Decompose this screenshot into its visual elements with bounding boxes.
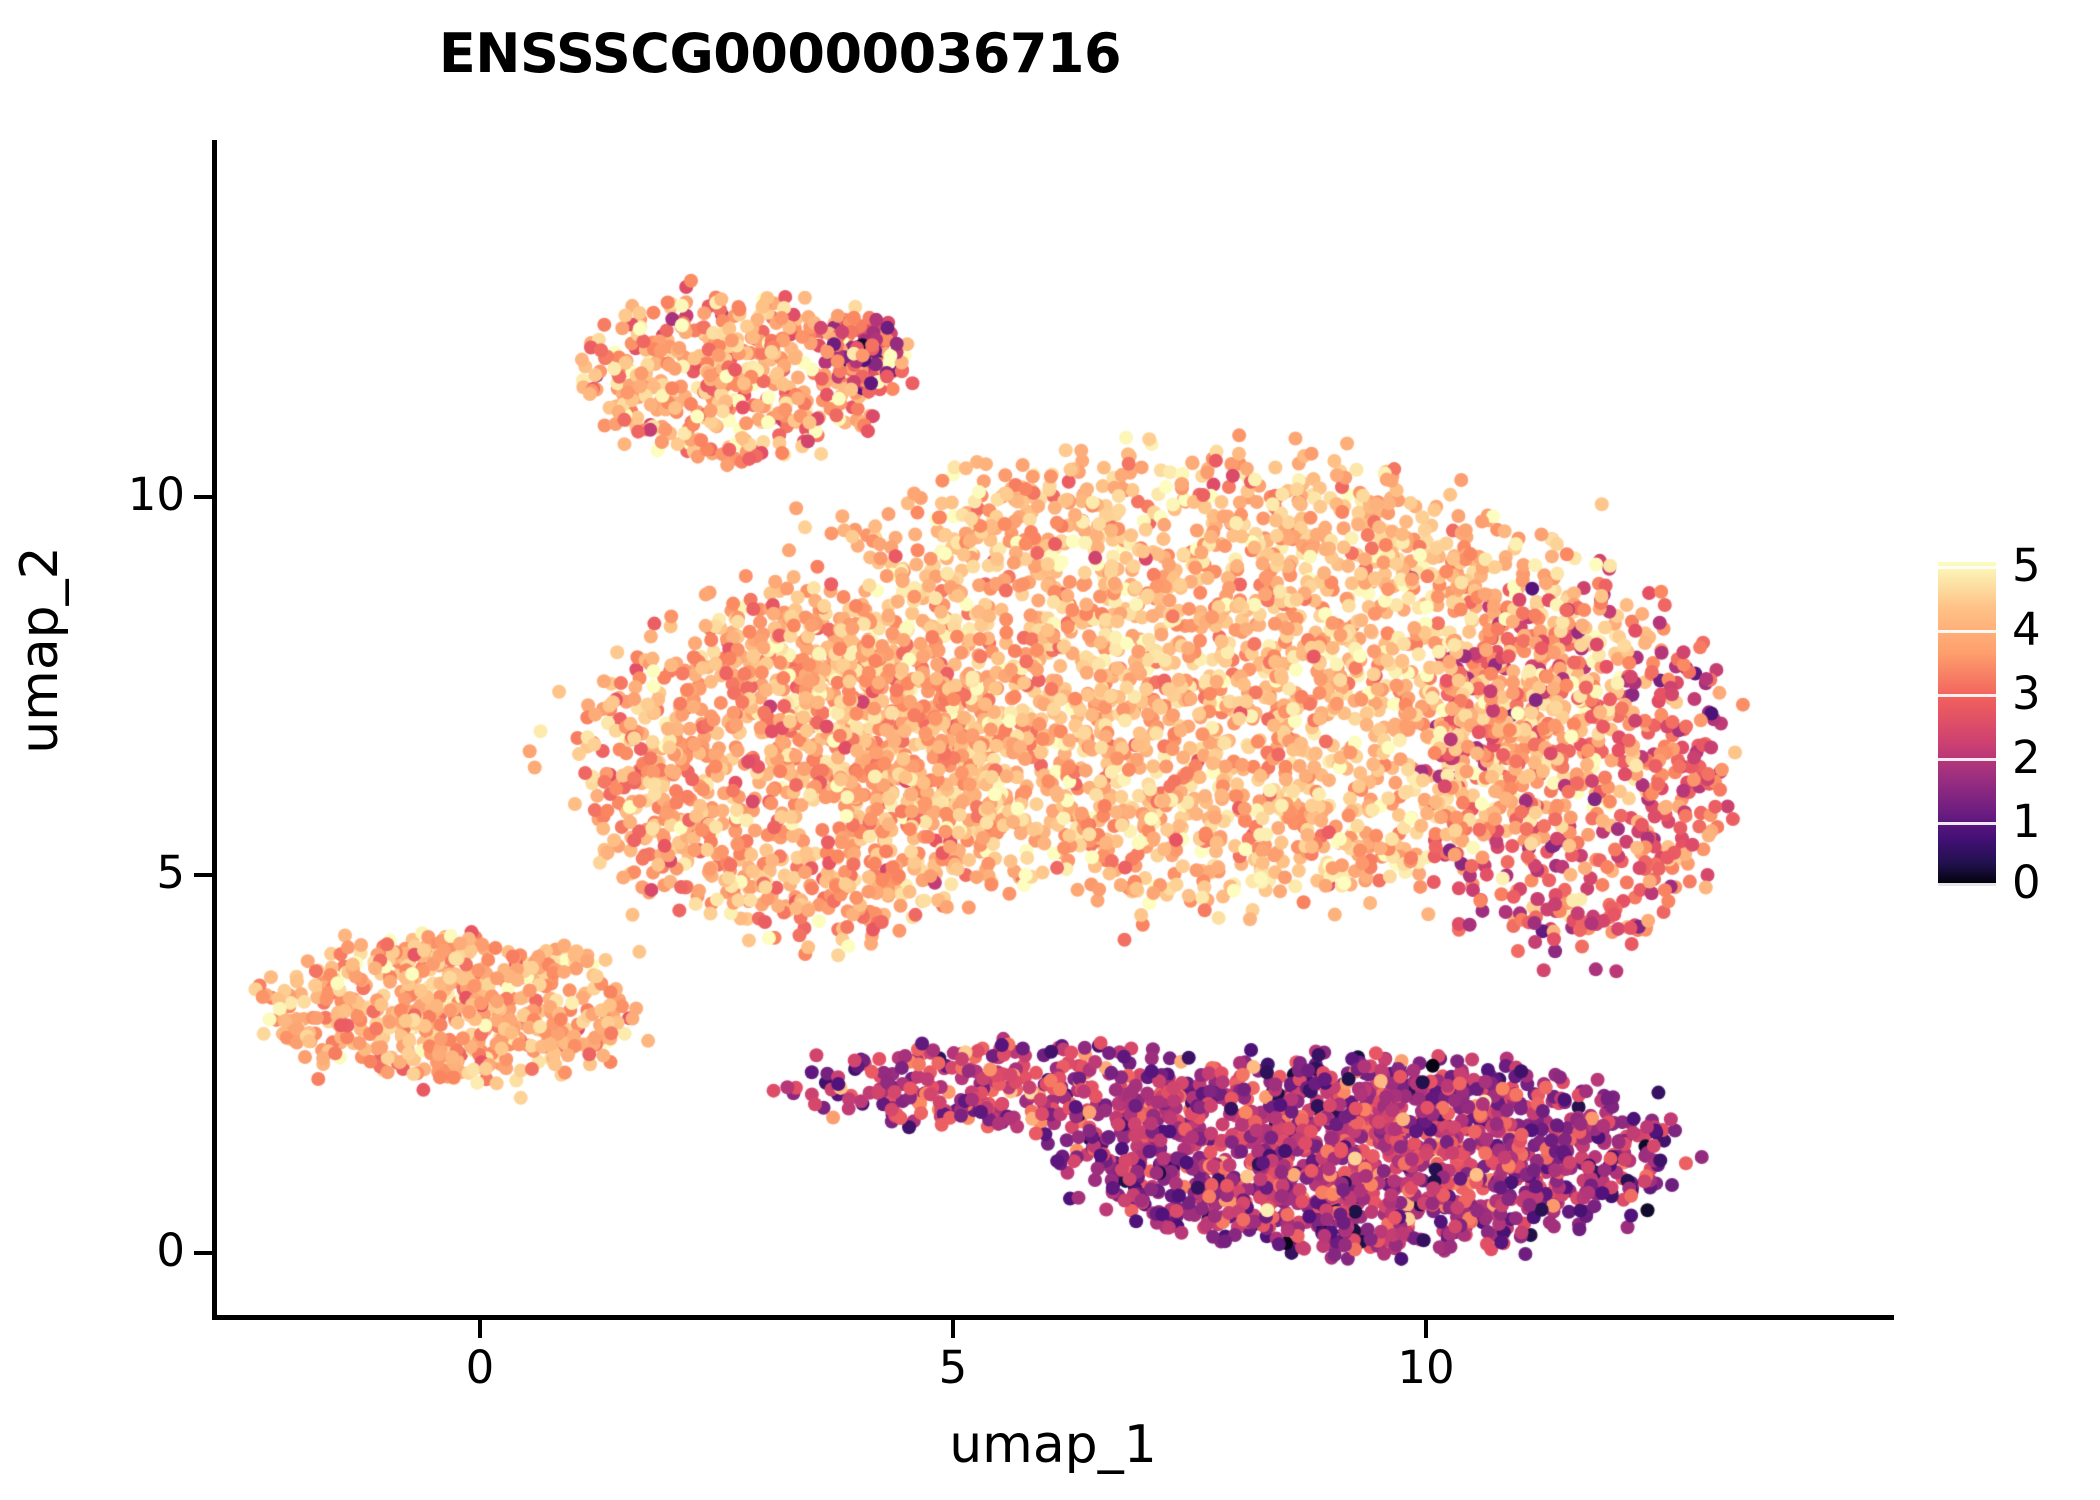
colorbar-label-0: 0 [2012,856,2041,909]
x-tick-label-5: 5 [938,1341,968,1394]
colorbar-label-4: 4 [2012,603,2041,656]
colorbar-tick-1 [1938,822,1996,825]
colorbar-tick-2 [1938,758,1996,761]
scatter-points [217,140,1894,1315]
x-axis-label: umap_1 [949,1415,1157,1475]
scatter-plot-canvas [217,140,1894,1315]
colorbar-tick-3 [1938,694,1996,697]
y-tick-mark-5 [194,873,212,877]
y-tick-mark-0 [194,1251,212,1255]
y-tick-label-10: 10 [127,468,185,521]
x-tick-label-0: 0 [465,1341,495,1394]
y-tick-label-0: 0 [156,1224,185,1277]
colorbar-tick-5 [1938,566,1996,569]
colorbar-tick-0 [1938,883,1996,886]
x-tick-mark-5 [951,1320,955,1338]
y-axis-spine [212,140,217,1320]
colorbar: 5 4 3 2 1 0 [1938,543,2088,905]
colorbar-label-2: 2 [2012,731,2041,784]
colorbar-label-5: 5 [2012,539,2041,592]
x-tick-mark-0 [478,1320,482,1338]
x-tick-label-10: 10 [1397,1341,1455,1394]
page-title: ENSSSCG00000036716 [438,22,1122,85]
y-axis-label: umap_2 [10,546,70,754]
colorbar-label-1: 1 [2012,795,2041,848]
colorbar-label-3: 3 [2012,667,2041,720]
x-axis-spine [212,1315,1894,1320]
colorbar-tick-4 [1938,630,1996,633]
colorbar-gradient [1938,562,1996,886]
x-tick-mark-10 [1424,1320,1428,1338]
y-tick-label-5: 5 [156,846,185,899]
y-tick-mark-10 [194,495,212,499]
